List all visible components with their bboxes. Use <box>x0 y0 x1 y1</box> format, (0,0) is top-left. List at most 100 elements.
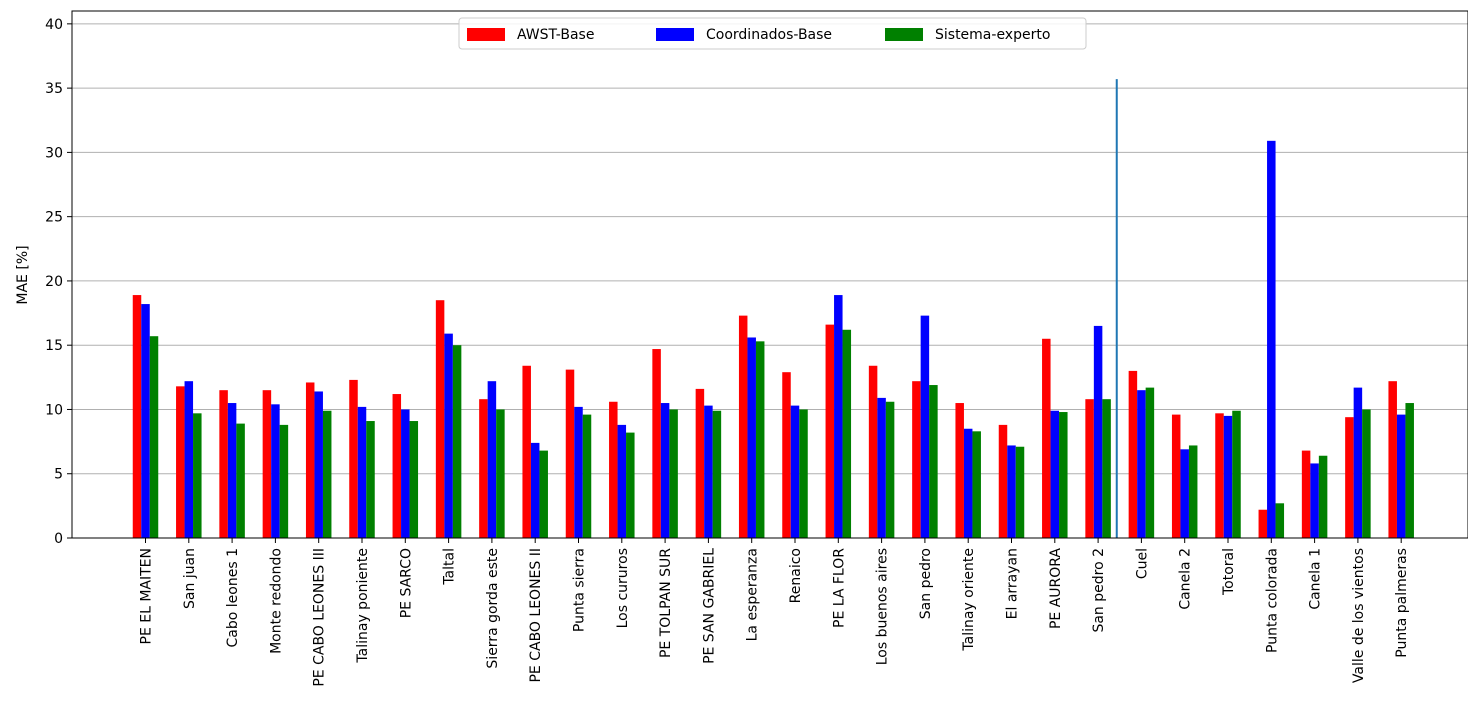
bar-coordinados-base <box>877 397 886 538</box>
bar-sistema-experto <box>582 414 592 538</box>
bar-coordinados-base <box>574 406 583 538</box>
bar-sistema-experto <box>452 345 462 538</box>
bar-coordinados-base <box>963 428 973 538</box>
x-tick-label: San pedro 2 <box>1091 548 1107 633</box>
y-tick-label: 15 <box>45 338 63 354</box>
bar-sistema-experto <box>972 431 981 538</box>
bar-coordinados-base <box>401 409 410 538</box>
bar-coordinados-base <box>617 424 627 538</box>
bar-sistema-experto <box>193 413 202 538</box>
bar-awst-base <box>1301 450 1311 538</box>
bar-awst-base <box>825 324 835 538</box>
bar-coordinados-base <box>1396 414 1406 538</box>
x-tick-label: PE EL MAITEN <box>139 548 155 645</box>
x-tick-label: San pedro <box>918 548 934 619</box>
bar-awst-base <box>609 401 618 538</box>
x-axis-ticks: PE EL MAITEN San juan Cabo leones 1 Monte r… <box>139 538 1410 687</box>
bar-coordinados-base <box>747 337 756 538</box>
bar-sistema-experto <box>1188 445 1198 538</box>
bar-coordinados-base <box>357 406 367 538</box>
bar-sistema-experto <box>366 421 375 538</box>
bar-awst-base <box>1215 413 1224 538</box>
bar-sistema-experto <box>755 341 765 538</box>
bar-coordinados-base <box>1093 325 1103 538</box>
x-tick-label: Punta colorada <box>1264 548 1280 653</box>
bar-sistema-experto <box>712 410 722 538</box>
bar-coordinados-base <box>790 405 800 538</box>
y-tick-label: 25 <box>45 210 63 226</box>
x-tick-label: Canela 1 <box>1308 548 1324 610</box>
bar-coordinados-base <box>1353 387 1363 538</box>
x-tick-label: PE AURORA <box>1048 548 1064 629</box>
bar-coordinados-base <box>1180 449 1189 538</box>
x-tick-label: Totoral <box>1221 548 1237 596</box>
bar-awst-base <box>435 300 445 538</box>
bar-awst-base <box>738 315 748 538</box>
y-axis-ticks: 0 5 10 15 20 25 30 35 40 <box>45 17 72 547</box>
y-tick-label: 10 <box>45 402 63 418</box>
bar-sistema-experto <box>496 409 505 538</box>
bar-awst-base <box>349 379 358 538</box>
legend: AWST-Base Coordinados-Base Sistema-experto <box>458 17 1087 50</box>
x-tick-label: La esperanza <box>745 548 761 641</box>
x-tick-label: Los cururos <box>615 548 631 628</box>
bar-sistema-experto <box>1362 409 1371 538</box>
y-tick-label: 40 <box>45 17 63 33</box>
x-tick-label: Valle de los vientos <box>1351 548 1367 683</box>
bar-sistema-experto <box>409 421 419 538</box>
x-tick-label: Punta sierra <box>572 548 588 632</box>
bar-awst-base <box>219 390 228 538</box>
bar-sistema-experto <box>799 409 808 538</box>
x-tick-label: PE SAN GABRIEL <box>701 548 717 664</box>
bars <box>132 140 1414 538</box>
x-tick-label: Los buenos aires <box>875 548 891 665</box>
bar-coordinados-base <box>227 403 237 538</box>
bar-coordinados-base <box>1050 410 1060 538</box>
legend-box <box>458 17 1087 50</box>
bar-awst-base <box>1171 414 1181 538</box>
legend-label: Sistema-experto <box>935 27 1050 43</box>
plot-frame <box>71 10 1468 539</box>
bar-sistema-experto <box>279 424 289 538</box>
legend-swatch-coordinados-base <box>656 28 694 41</box>
bar-sistema-experto <box>1145 387 1155 538</box>
bar-sistema-experto <box>1059 412 1068 538</box>
y-axis-label: MAE [%] <box>15 245 31 304</box>
bar-awst-base <box>1388 381 1397 538</box>
legend-swatch-sistema-experto <box>885 28 923 41</box>
bar-coordinados-base <box>834 295 843 538</box>
bar-coordinados-base <box>1137 390 1146 538</box>
bar-coordinados-base <box>660 403 670 538</box>
y-tick-label: 20 <box>45 274 63 290</box>
bar-awst-base <box>1345 417 1354 538</box>
bar-awst-base <box>868 365 878 538</box>
bar-awst-base <box>652 349 661 538</box>
bar-sistema-experto <box>1275 503 1285 538</box>
bar-awst-base <box>1128 370 1138 538</box>
bar-sistema-experto <box>539 450 548 538</box>
y-tick-label: 0 <box>54 531 63 547</box>
bar-sistema-experto <box>236 423 245 538</box>
bar-coordinados-base <box>314 391 323 538</box>
bar-coordinados-base <box>1267 140 1276 538</box>
x-tick-label: Taltal <box>442 548 458 586</box>
bar-awst-base <box>1042 338 1051 538</box>
bar-awst-base <box>132 295 142 538</box>
y-tick-label: 35 <box>45 81 63 97</box>
x-tick-label: Renaico <box>788 548 804 603</box>
x-tick-label: Talinay poniente <box>355 548 371 664</box>
bar-sistema-experto <box>1015 446 1025 538</box>
bar-sistema-experto <box>322 410 332 538</box>
y-tick-label: 5 <box>54 467 63 483</box>
bar-awst-base <box>1258 509 1268 538</box>
x-tick-label: Punta palmeras <box>1394 548 1410 658</box>
x-tick-label: Canela 2 <box>1178 548 1194 610</box>
x-tick-label: PE CABO LEONES III <box>312 548 328 687</box>
bar-coordinados-base <box>530 442 540 538</box>
bar-sistema-experto <box>149 336 159 538</box>
bar-awst-base <box>305 382 315 538</box>
bar-awst-base <box>955 403 964 538</box>
bar-sistema-experto <box>1232 410 1241 538</box>
x-tick-label: Monte redondo <box>268 548 284 654</box>
bar-sistema-experto <box>626 432 635 538</box>
